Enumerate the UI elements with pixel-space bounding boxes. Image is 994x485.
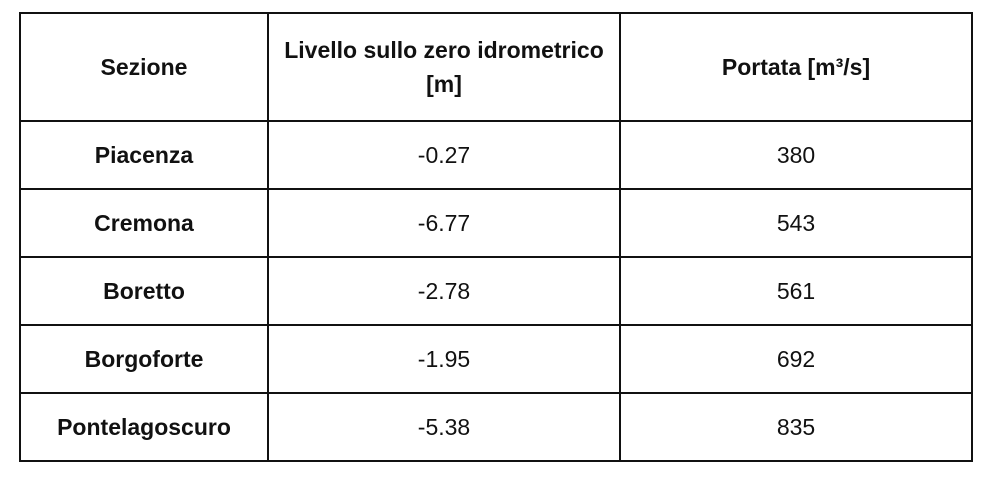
- table-body: Piacenza -0.27 380 Cremona -6.77 543 Boretto -2…: [19, 120, 973, 462]
- row-label: Cremona: [19, 188, 269, 258]
- table-row: Pontelagoscuro -5.38 835: [19, 392, 973, 462]
- cell: 835: [619, 392, 973, 462]
- header-row: Sezione Livello sullo zero idrometrico [m…: [19, 12, 973, 122]
- data-table: Sezione Livello sullo zero idrometrico [m…: [19, 12, 973, 462]
- cell: -2.78: [267, 256, 621, 326]
- cell: -5.38: [267, 392, 621, 462]
- table-row: Borgoforte -1.95 692: [19, 324, 973, 394]
- row-label: Borgoforte: [19, 324, 269, 394]
- header-cell: Sezione: [19, 12, 269, 122]
- row-label: Boretto: [19, 256, 269, 326]
- table-row: Boretto -2.78 561: [19, 256, 973, 326]
- header-cell: Livello sullo zero idrometrico [m]: [267, 12, 621, 122]
- cell: 561: [619, 256, 973, 326]
- cell: 543: [619, 188, 973, 258]
- cell: -6.77: [267, 188, 621, 258]
- row-label: Pontelagoscuro: [19, 392, 269, 462]
- table-row: Piacenza -0.27 380: [19, 120, 973, 190]
- row-label: Piacenza: [19, 120, 269, 190]
- cell: 380: [619, 120, 973, 190]
- table-row: Cremona -6.77 543: [19, 188, 973, 258]
- cell: -1.95: [267, 324, 621, 394]
- header-cell: Portata [m³/s]: [619, 12, 973, 122]
- cell: 692: [619, 324, 973, 394]
- cell: -0.27: [267, 120, 621, 190]
